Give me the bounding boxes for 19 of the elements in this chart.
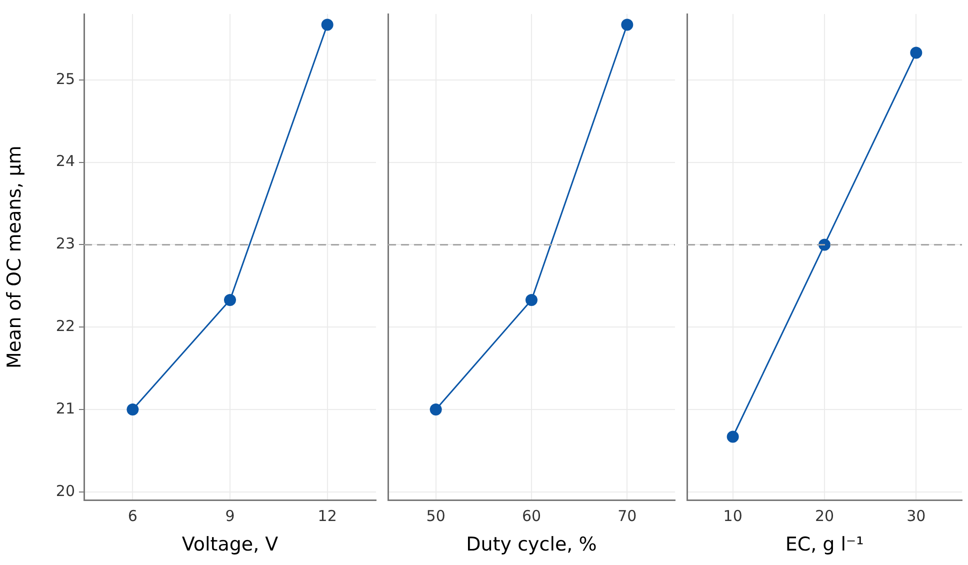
y-tick-label: 25 [56, 70, 75, 88]
x-tick-label: 50 [426, 507, 446, 526]
x-tick-label: 60 [522, 507, 542, 526]
x-axis-title: Duty cycle, % [466, 534, 597, 556]
y-tick-label: 23 [56, 234, 75, 253]
y-tick-label: 24 [56, 152, 75, 170]
x-tick-label: 9 [225, 507, 235, 526]
y-tick-label: 20 [56, 482, 75, 500]
y-axis-title: Mean of OC means, µm [3, 146, 26, 369]
x-tick-label: 12 [318, 507, 337, 526]
x-tick-label: 6 [128, 507, 138, 526]
x-axis-title: EC, g l⁻¹ [785, 534, 864, 556]
x-axis-title: Voltage, V [182, 534, 278, 556]
x-tick-label: 30 [906, 507, 926, 526]
y-tick-label: 21 [56, 399, 75, 418]
x-tick-label: 20 [814, 507, 834, 526]
x-tick-label: 10 [723, 507, 742, 526]
x-tick-label: 70 [618, 507, 637, 526]
y-tick-label: 22 [56, 317, 75, 336]
